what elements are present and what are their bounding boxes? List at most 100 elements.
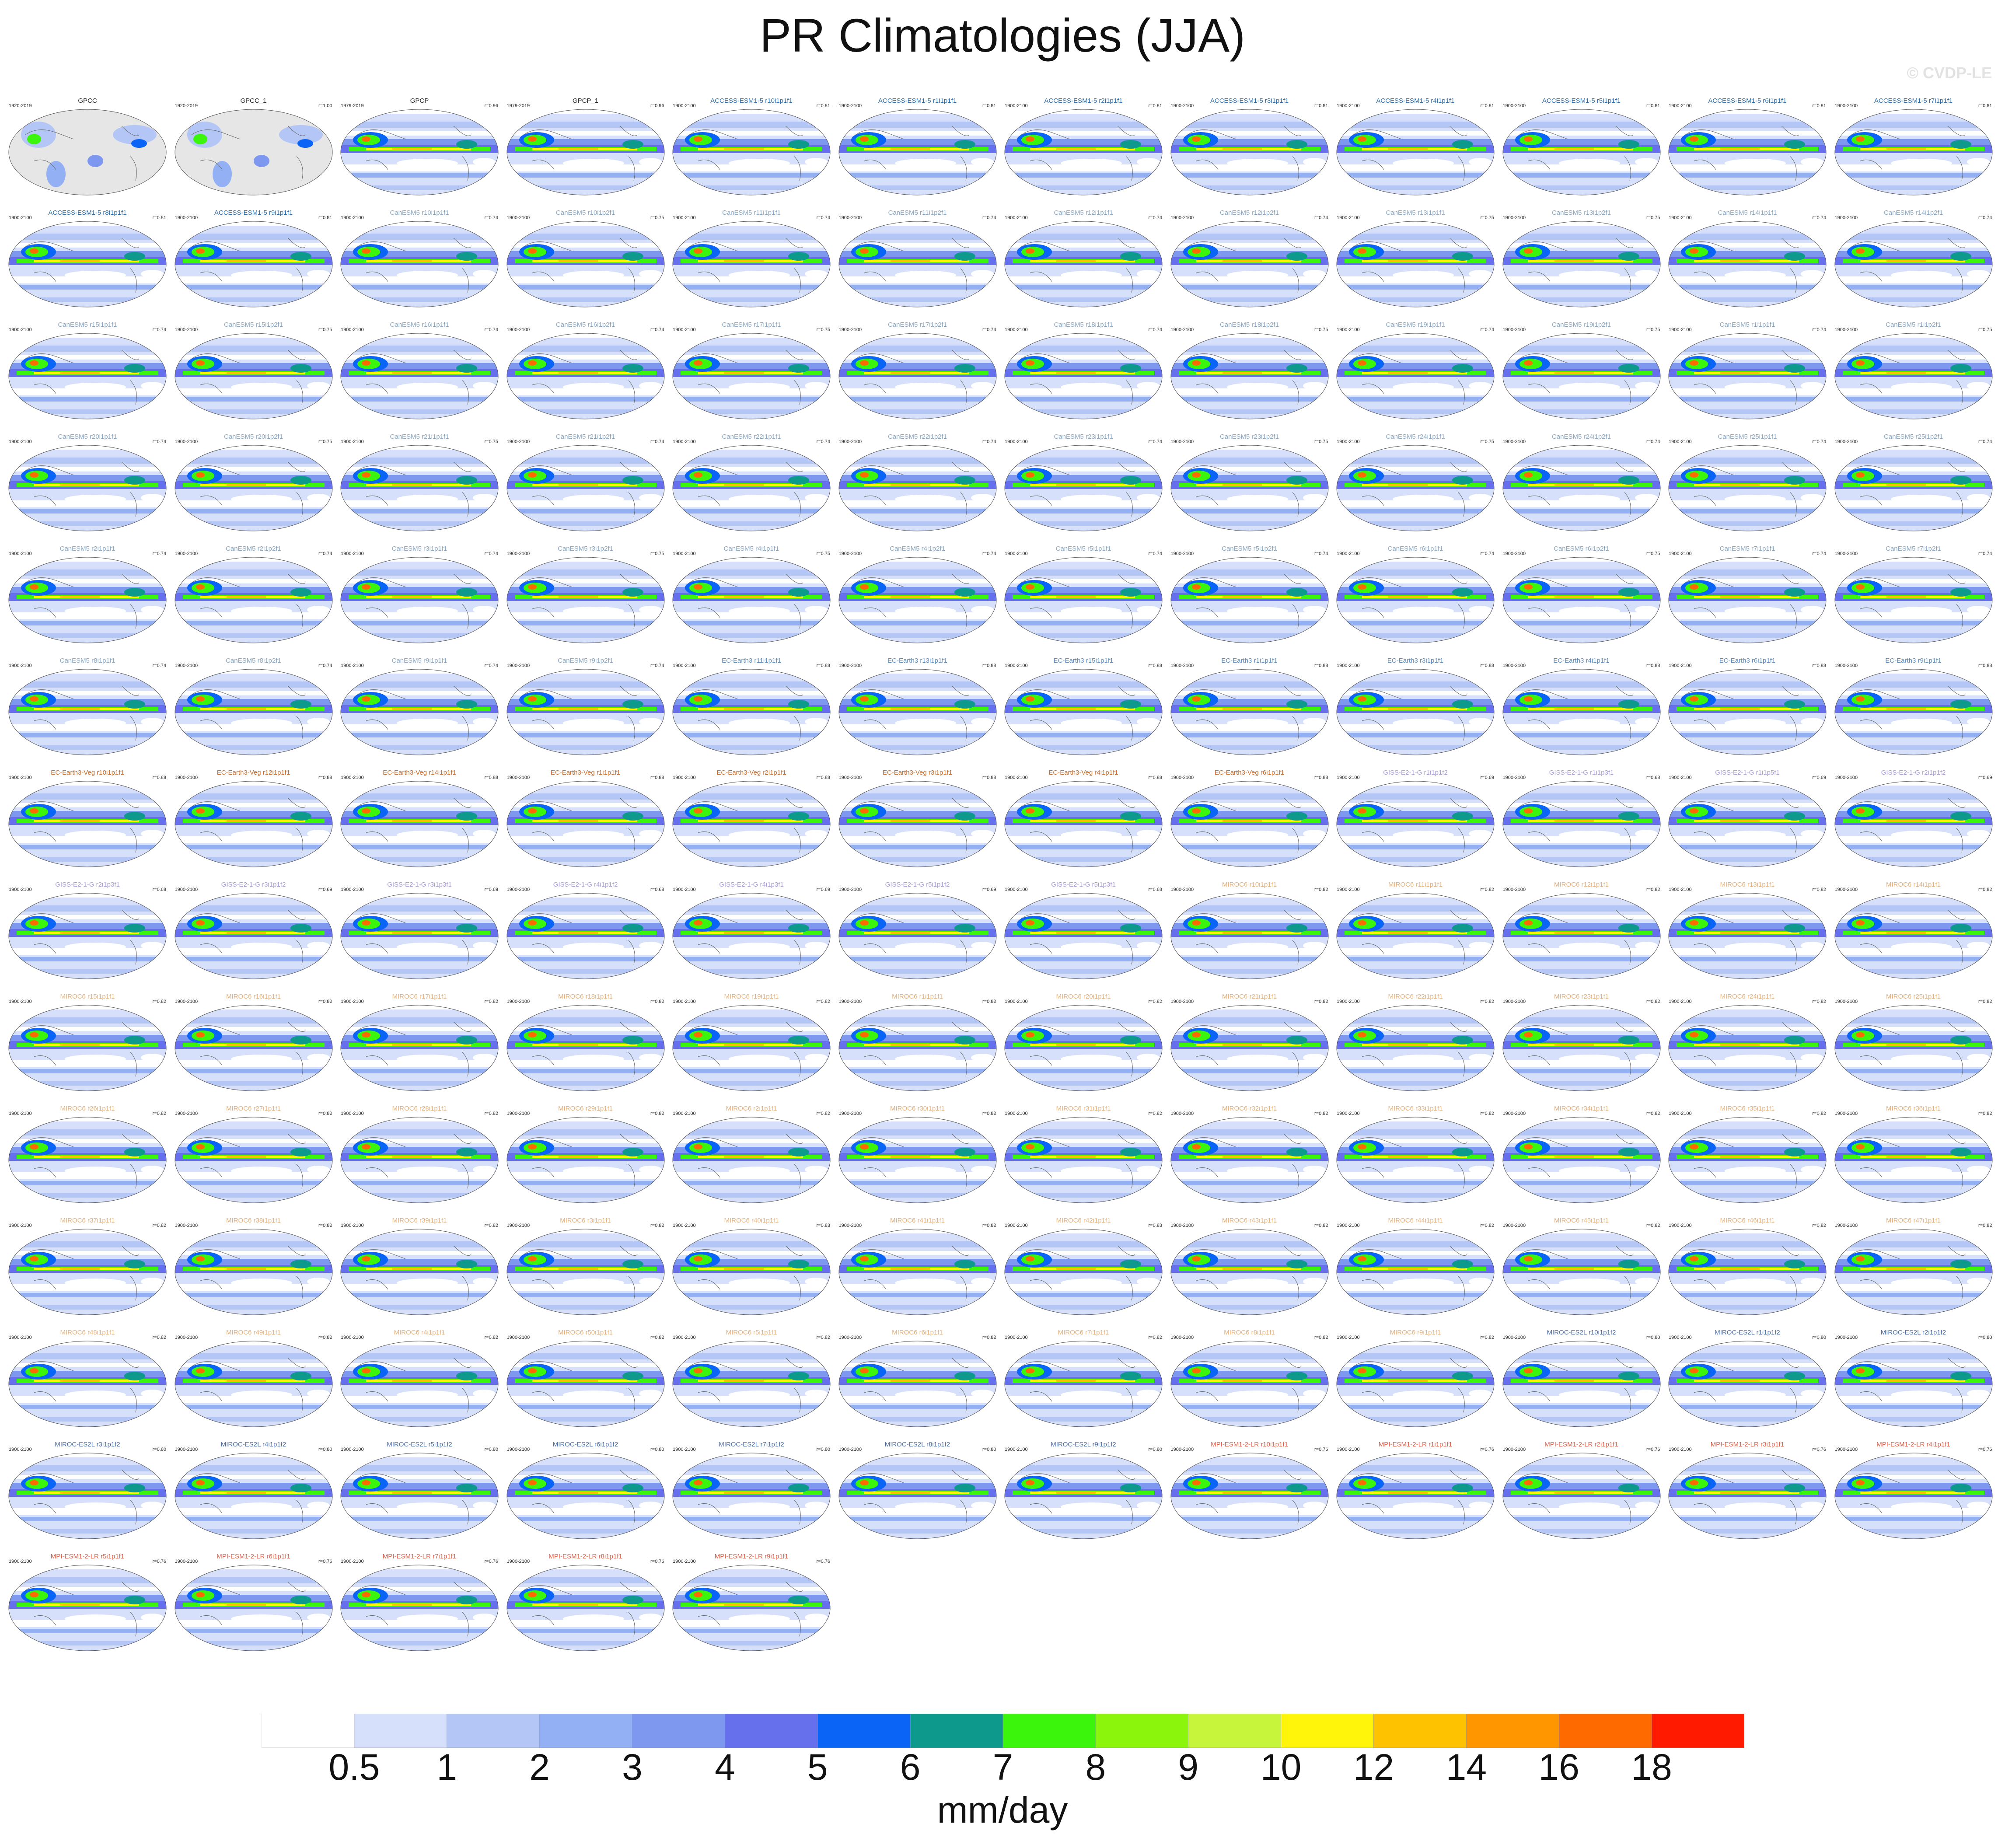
map-panel: MPI-ESM1-2-LR r7i1p1f1 1900-2100 r=0.76 — [337, 1553, 502, 1666]
panel-pattern-correlation: r=0.80 — [1812, 1335, 1827, 1340]
map-panel: MIROC6 r48i1p1f1 1900-2100 r=0.82 — [5, 1329, 170, 1443]
panel-title: EC-Earth3-Veg r4i1p1f1 — [1048, 769, 1118, 776]
map-plot — [1834, 669, 1992, 755]
panel-pattern-correlation: r=0.82 — [1480, 1111, 1495, 1116]
panel-pattern-correlation: r=0.82 — [816, 999, 831, 1004]
map-plot — [175, 893, 332, 979]
panel-title: MIROC6 r29i1p1f1 — [558, 1105, 613, 1112]
map-plot — [838, 781, 996, 867]
panel-pattern-correlation: r=0.80 — [1148, 1447, 1163, 1452]
panel-title: MPI-ESM1-2-LR r1i1p1f1 — [1378, 1441, 1453, 1448]
panel-title: CanESM5 r9i1p1f1 — [391, 657, 447, 664]
panel-pattern-correlation: r=0.81 — [152, 215, 167, 220]
panel-period: 1900-2100 — [1005, 551, 1028, 556]
panel-pattern-correlation: r=0.74 — [1148, 551, 1163, 556]
panel-period: 1900-2100 — [1834, 999, 1858, 1004]
panel-period: 1900-2100 — [1005, 1223, 1028, 1228]
map-panel: MIROC6 r29i1p1f1 1900-2100 r=0.82 — [503, 1105, 668, 1219]
map-panel: MPI-ESM1-2-LR r2i1p1f1 1900-2100 r=0.76 — [1499, 1441, 1664, 1555]
panel-title: CanESM5 r24i1p2f1 — [1551, 433, 1611, 440]
panel-period: 1900-2100 — [838, 663, 862, 668]
colorbar-segment — [354, 1714, 447, 1748]
map-plot — [672, 109, 831, 196]
map-panel: GISS-E2-1-G r4i1p1f2 1900-2100 r=0.68 — [503, 881, 668, 995]
panel-pattern-correlation: r=0.74 — [1480, 551, 1495, 556]
panel-period: 1979-2019 — [341, 103, 364, 108]
map-plot — [1668, 1341, 1827, 1427]
map-panel: CanESM5 r3i1p1f1 1900-2100 r=0.74 — [337, 545, 502, 659]
panel-title: CanESM5 r24i1p1f1 — [1386, 433, 1445, 440]
map-panel: GPCC_1 1920-2019 r=1.00 — [171, 97, 336, 211]
map-plot — [175, 1229, 332, 1315]
panel-pattern-correlation: r=0.82 — [982, 1111, 996, 1116]
panel-period: 1900-2100 — [341, 1111, 364, 1116]
map-panel: MIROC6 r9i1p1f1 1900-2100 r=0.82 — [1333, 1329, 1498, 1443]
panel-period: 1900-2100 — [1834, 1223, 1858, 1228]
map-plot — [175, 669, 332, 755]
panel-title: EC-Earth3-Veg r3i1p1f1 — [882, 769, 953, 776]
panel-period: 1900-2100 — [1669, 887, 1692, 892]
map-plot — [8, 221, 167, 307]
panel-title: CanESM5 r17i1p1f1 — [722, 321, 781, 328]
map-plot — [8, 669, 167, 755]
map-plot — [340, 557, 499, 643]
panel-period: 1900-2100 — [1502, 999, 1526, 1004]
map-plot — [1170, 1229, 1328, 1315]
map-plot — [8, 1341, 167, 1427]
panel-pattern-correlation: r=0.74 — [1480, 327, 1495, 332]
map-panel: MIROC6 r14i1p1f1 1900-2100 r=0.82 — [1831, 881, 1996, 995]
map-panel: ACCESS-ESM1-5 r7i1p1f1 1900-2100 r=0.81 — [1831, 97, 1996, 211]
panel-pattern-correlation: r=0.74 — [152, 439, 167, 444]
panel-period: 1900-2100 — [1669, 1335, 1692, 1340]
panel-period: 1900-2100 — [341, 327, 364, 332]
panel-title: MIROC6 r32i1p1f1 — [1222, 1105, 1277, 1112]
panel-title: GISS-E2-1-G r1i1p3f1 — [1549, 769, 1614, 776]
map-panel: MIROC6 r13i1p1f1 1900-2100 r=0.82 — [1665, 881, 1830, 995]
map-plot — [1170, 893, 1328, 979]
map-panel: CanESM5 r25i1p1f1 1900-2100 r=0.74 — [1665, 433, 1830, 547]
panel-period: 1900-2100 — [1170, 215, 1194, 220]
panel-pattern-correlation: r=0.88 — [1148, 663, 1163, 668]
panel-pattern-correlation: r=0.74 — [1148, 215, 1163, 220]
map-panel: MIROC6 r20i1p1f1 1900-2100 r=0.82 — [1001, 993, 1166, 1107]
panel-period: 1900-2100 — [1669, 551, 1692, 556]
panel-pattern-correlation: r=0.74 — [484, 551, 499, 556]
panel-period: 1900-2100 — [673, 1223, 696, 1228]
map-panel: MIROC-ES2L r10i1p1f2 1900-2100 r=0.80 — [1499, 1329, 1664, 1443]
panel-period: 1900-2100 — [1170, 327, 1194, 332]
panel-period: 1900-2100 — [175, 1223, 198, 1228]
map-plot — [1502, 445, 1660, 531]
panel-period: 1900-2100 — [175, 887, 198, 892]
map-plot — [1170, 333, 1328, 419]
map-panel: GISS-E2-1-G r1i1p5f1 1900-2100 r=0.69 — [1665, 769, 1830, 883]
panel-title: MIROC6 r40i1p1f1 — [724, 1217, 779, 1224]
panel-title: CanESM5 r7i1p1f1 — [1719, 545, 1775, 552]
map-plot — [1834, 1005, 1992, 1091]
panel-title: MIROC6 r47i1p1f1 — [1886, 1217, 1941, 1224]
map-panel: EC-Earth3 r11i1p1f1 1900-2100 r=0.88 — [669, 657, 834, 771]
panel-title: GPCC_1 — [240, 97, 267, 105]
panel-pattern-correlation: r=0.88 — [1314, 775, 1328, 780]
panel-period: 1900-2100 — [506, 1223, 530, 1228]
panel-period: 1900-2100 — [175, 999, 198, 1004]
panel-title: MIROC6 r45i1p1f1 — [1554, 1217, 1609, 1224]
panel-title: CanESM5 r12i1p2f1 — [1219, 209, 1279, 217]
map-plot — [1336, 1229, 1495, 1315]
panel-period: 1900-2100 — [673, 999, 696, 1004]
panel-pattern-correlation: r=0.81 — [1646, 103, 1660, 108]
panel-pattern-correlation: r=0.88 — [982, 775, 996, 780]
panel-pattern-correlation: r=0.82 — [152, 1111, 167, 1116]
panel-period: 1900-2100 — [1669, 1223, 1692, 1228]
map-plot — [175, 1117, 332, 1203]
panel-pattern-correlation: r=0.88 — [152, 775, 167, 780]
panel-period: 1900-2100 — [1502, 215, 1526, 220]
map-panel: CanESM5 r8i1p1f1 1900-2100 r=0.74 — [5, 657, 170, 771]
panel-period: 1900-2100 — [506, 1111, 530, 1116]
watermark: © CVDP-LE — [1907, 64, 1992, 82]
map-plot — [838, 445, 996, 531]
map-plot — [1668, 221, 1827, 307]
map-panel: MIROC6 r26i1p1f1 1900-2100 r=0.82 — [5, 1105, 170, 1219]
panel-period: 1900-2100 — [1005, 775, 1028, 780]
map-panel: CanESM5 r20i1p2f1 1900-2100 r=0.75 — [171, 433, 336, 547]
map-plot — [175, 221, 332, 307]
